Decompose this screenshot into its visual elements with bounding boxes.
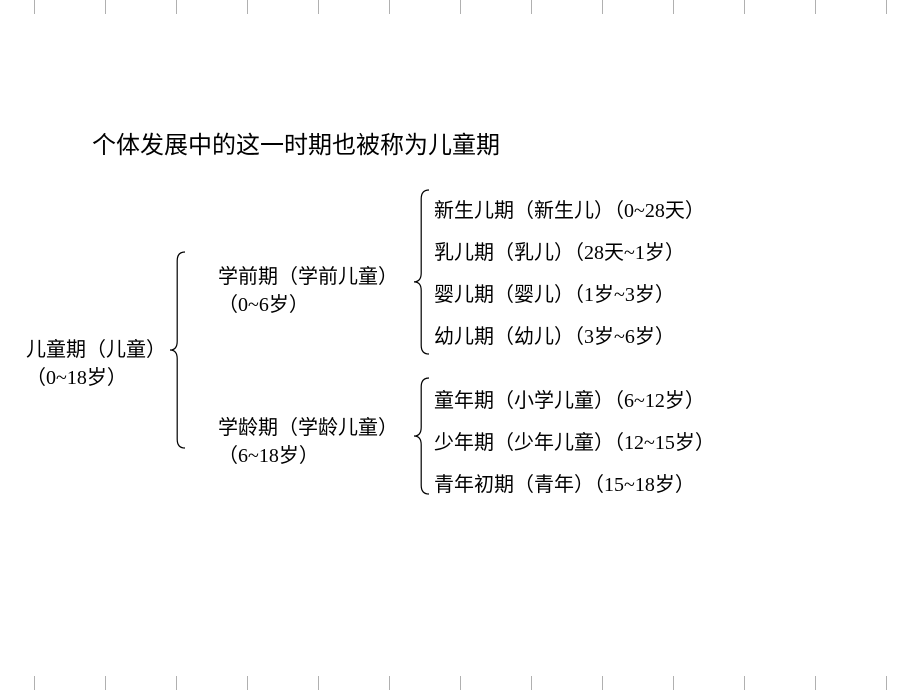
tree-leaf: 青年初期（青年）（15~18岁） <box>434 464 715 506</box>
tree-leaves-schoolage: 童年期（小学儿童）（6~12岁） 少年期（少年儿童）（12~15岁） 青年初期（… <box>434 380 715 506</box>
tree-leaf: 少年期（少年儿童）（12~15岁） <box>434 422 715 464</box>
tree-mid-schoolage-line2: （6~18岁） <box>218 442 398 470</box>
brace-schoolage <box>414 378 430 494</box>
tree-mid-preschool: 学前期（学前儿童） （0~6岁） <box>218 263 398 319</box>
tree-leaf: 婴儿期（婴儿）（1岁~3岁） <box>434 274 705 316</box>
tree-leaf: 幼儿期（幼儿）（3岁~6岁） <box>434 316 705 358</box>
ruler-ticks-bottom <box>0 676 920 690</box>
tree-leaf: 乳儿期（乳儿）（28天~1岁） <box>434 232 705 274</box>
tree-root-line2: （0~18岁） <box>26 364 166 392</box>
tree-mid-preschool-line2: （0~6岁） <box>218 291 398 319</box>
page-title: 个体发展中的这一时期也被称为儿童期 <box>92 125 500 160</box>
ruler-ticks-top <box>0 0 920 14</box>
brace-preschool <box>414 190 430 354</box>
tree-leaves-preschool: 新生儿期（新生儿）（0~28天） 乳儿期（乳儿）（28天~1岁） 婴儿期（婴儿）… <box>434 190 705 358</box>
tree-mid-preschool-line1: 学前期（学前儿童） <box>218 263 398 291</box>
tree-root-line1: 儿童期（儿童） <box>26 336 166 364</box>
tree-leaf: 童年期（小学儿童）（6~12岁） <box>434 380 715 422</box>
tree-leaf: 新生儿期（新生儿）（0~28天） <box>434 190 705 232</box>
tree-mid-schoolage-line1: 学龄期（学龄儿童） <box>218 414 398 442</box>
brace-root <box>170 252 186 448</box>
tree-mid-schoolage: 学龄期（学龄儿童） （6~18岁） <box>218 414 398 470</box>
tree-root: 儿童期（儿童） （0~18岁） <box>26 336 166 392</box>
